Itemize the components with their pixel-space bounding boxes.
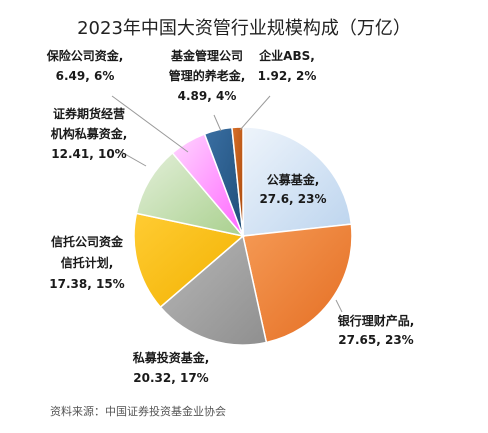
slice-label-line: 机构私募资金, (51, 126, 128, 141)
leader-line-2 (335, 299, 343, 313)
leader-line-6 (111, 95, 189, 153)
slice-label-6: 保险公司资金, 6.49, 6% (46, 48, 124, 83)
slice-label-line: 4.89, 4% (178, 89, 237, 103)
slice-labels: 公募基金, 27.6, 23% 银行理财产品, 27.65, 23% 私募投资基金, 20… (46, 48, 415, 385)
slice-label-line: 银行理财产品, (338, 313, 415, 328)
pie-slices (133, 126, 353, 346)
slice-label-line: 基金管理公司 (170, 48, 243, 63)
slice-label-8: 企业ABS, 1.92, 2% (258, 48, 317, 83)
chart-title: 2023年中国大资管行业规模构成（万亿） (77, 18, 411, 39)
leader-line-5 (117, 149, 147, 167)
slice-label-7: 基金管理公司管理的养老金, 4.89, 4% (169, 48, 246, 103)
slice-label-line: 信托计划, (61, 255, 114, 270)
slice-label-2: 银行理财产品, 27.65, 23% (338, 313, 415, 347)
slice-label-5: 证券期货经营机构私募资金, 12.41, 10% (51, 106, 128, 161)
pie-slice-5 (135, 151, 245, 238)
slice-label-line: 17.38, 15% (49, 277, 124, 291)
slice-label-line: 1.92, 2% (258, 69, 317, 83)
slice-label-3: 私募投资基金, 20.32, 17% (132, 350, 210, 385)
slice-label-line: 6.49, 6% (56, 69, 115, 83)
pie-slice-2 (242, 223, 353, 344)
slice-label-line: 公募基金, (267, 172, 320, 187)
slice-label-line: 27.65, 23% (338, 333, 413, 347)
source-note: 资料来源：中国证券投资基金业协会 (50, 405, 226, 418)
leader-line-8 (239, 95, 271, 131)
slice-label-line: 企业ABS, (258, 48, 315, 63)
slice-label-line: 私募投资基金, (132, 350, 210, 365)
slice-label-4: 信托公司资金信托计划, 17.38, 15% (49, 234, 124, 291)
pie-slice-4 (133, 212, 245, 309)
leader-line-7 (213, 114, 222, 132)
slice-label-1: 公募基金, 27.6, 23% (259, 172, 326, 206)
slice-label-line: 27.6, 23% (259, 192, 326, 206)
slice-label-line: 信托公司资金 (51, 234, 124, 249)
slice-label-line: 20.32, 17% (133, 371, 208, 385)
pie-slice-3 (159, 234, 268, 346)
slice-label-line: 管理的养老金, (169, 68, 246, 83)
slice-label-line: 保险公司资金, (46, 48, 124, 63)
pie-slice-1 (242, 126, 353, 237)
label-leader-lines (111, 95, 343, 313)
slice-label-line: 证券期货经营 (53, 106, 125, 121)
slice-label-line: 12.41, 10% (51, 147, 126, 161)
